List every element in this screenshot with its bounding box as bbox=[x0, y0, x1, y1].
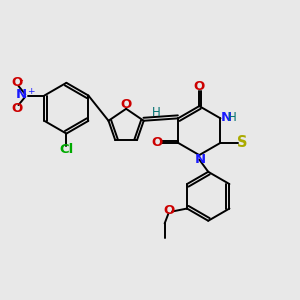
Text: N: N bbox=[194, 153, 206, 166]
Text: O: O bbox=[163, 204, 174, 218]
Text: S: S bbox=[237, 135, 247, 150]
Text: +: + bbox=[27, 87, 34, 96]
Text: O: O bbox=[11, 101, 22, 115]
Text: N: N bbox=[220, 111, 231, 124]
Text: -: - bbox=[20, 76, 23, 85]
Text: N: N bbox=[15, 88, 26, 101]
Text: O: O bbox=[11, 76, 22, 89]
Text: O: O bbox=[121, 98, 132, 110]
Text: H: H bbox=[228, 111, 237, 124]
Text: Cl: Cl bbox=[59, 143, 74, 156]
Text: O: O bbox=[151, 136, 163, 149]
Text: H: H bbox=[152, 106, 161, 119]
Text: O: O bbox=[194, 80, 205, 93]
